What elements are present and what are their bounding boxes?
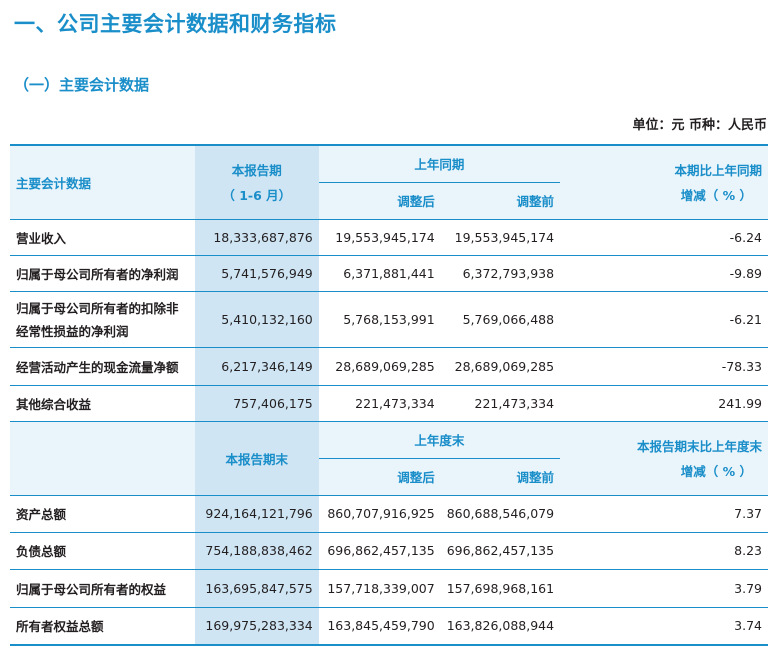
cell-current: 754,188,838,462: [194, 532, 319, 570]
table-row: 经营活动产生的现金流量净额 6,217,346,149 28,689,069,2…: [10, 347, 768, 386]
section-title: 一、公司主要会计数据和财务指标: [14, 12, 337, 36]
row-label-line1: 归属于母公司所有者的扣除非: [16, 301, 179, 316]
row-label: 负债总额: [10, 532, 195, 570]
column-header-current-period: 本报告期 （ 1-6 月）: [194, 144, 319, 220]
cell-adjusted-before: 28,689,069,285: [440, 347, 561, 386]
cell-adjusted-before: 696,862,457,135: [440, 532, 561, 570]
cell-adjusted-after: 696,862,457,135: [318, 532, 441, 570]
cell-adjusted-before: 221,473,334: [440, 385, 561, 422]
column-header-current-line2: （ 1-6 月）: [222, 188, 292, 204]
column-header-item: 主要会计数据: [10, 144, 195, 220]
cell-current: 757,406,175: [194, 385, 319, 422]
column-header-change-line1: 本期比上年同期: [674, 163, 762, 179]
unit-currency-note: 单位：元 币种：人民币: [632, 118, 767, 133]
column-header-adjusted-before-2: 调整前: [440, 458, 561, 496]
cell-change: 241.99: [560, 385, 768, 422]
cell-change: -9.89: [560, 255, 768, 292]
cell-change: 3.74: [560, 607, 768, 646]
cell-adjusted-after: 6,371,881,441: [318, 255, 441, 292]
cell-change: 3.79: [560, 569, 768, 608]
column-header-change-2: 本报告期末比上年度末 增减（ % ）: [560, 421, 768, 496]
cell-current: 5,741,576,949: [194, 255, 319, 292]
table-row: 归属于母公司所有者的净利润 5,741,576,949 6,371,881,44…: [10, 255, 768, 292]
row-label: 归属于母公司所有者的权益: [10, 569, 195, 608]
column-header-period-end: 本报告期末: [194, 421, 319, 496]
cell-current: 169,975,283,334: [194, 607, 319, 646]
row-label: 营业收入: [10, 219, 195, 256]
row-label: 资产总额: [10, 495, 195, 533]
cell-adjusted-before: 860,688,546,079: [440, 495, 561, 533]
cell-adjusted-after: 860,707,916,925: [318, 495, 441, 533]
key-accounting-data-table: 主要会计数据 本报告期 （ 1-6 月） 上年同期 本期比上年同期 增减（ % …: [10, 144, 768, 646]
cell-adjusted-after: 19,553,945,174: [318, 219, 441, 256]
column-header-change2-line1: 本报告期末比上年度末: [636, 439, 762, 454]
header-row-2: 本报告期末 上年度末 本报告期末比上年度末 增减（ % ）: [10, 421, 768, 496]
header-row-2b: 调整后 调整前: [10, 458, 768, 496]
cell-current: 5,410,132,160: [194, 291, 319, 348]
cell-current: 163,695,847,575: [194, 569, 319, 608]
column-header-adjusted-before: 调整前: [440, 182, 561, 220]
row-label: 归属于母公司所有者的净利润: [10, 255, 195, 292]
cell-adjusted-after: 221,473,334: [318, 385, 441, 422]
cell-adjusted-before: 163,826,088,944: [440, 607, 561, 646]
column-header-change2-line2: 增减（ % ）: [680, 464, 752, 479]
row-label: 其他综合收益: [10, 385, 195, 422]
cell-change: 8.23: [560, 532, 768, 570]
cell-change: -78.33: [560, 347, 768, 386]
cell-change: -6.21: [560, 291, 768, 348]
row-label-line2: 经常性损益的净利润: [16, 324, 129, 339]
column-header-change-line2: 增减（ % ）: [680, 188, 752, 204]
table-row: 负债总额 754,188,838,462 696,862,457,135 696…: [10, 532, 768, 570]
cell-adjusted-after: 5,768,153,991: [318, 291, 441, 348]
column-header-prior-year-end: 上年度末: [318, 421, 561, 459]
cell-adjusted-before: 19,553,945,174: [440, 219, 561, 256]
column-header-change: 本期比上年同期 增减（ % ）: [560, 144, 768, 220]
cell-adjusted-before: 157,698,968,161: [440, 569, 561, 608]
table-row: 营业收入 18,333,687,876 19,553,945,174 19,55…: [10, 219, 768, 256]
column-header-adjusted-after: 调整后: [318, 182, 441, 220]
table-row: 归属于母公司所有者的权益 163,695,847,575 157,718,339…: [10, 569, 768, 608]
row-label: 经营活动产生的现金流量净额: [10, 347, 195, 386]
cell-adjusted-after: 163,845,459,790: [318, 607, 441, 646]
cell-adjusted-after: 28,689,069,285: [318, 347, 441, 386]
cell-change: -6.24: [560, 219, 768, 256]
header-row-1b: 调整后 调整前: [10, 182, 768, 220]
column-header-item-blank: [10, 421, 195, 496]
header-row-1: 主要会计数据 本报告期 （ 1-6 月） 上年同期 本期比上年同期 增减（ % …: [10, 144, 768, 220]
table-row: 归属于母公司所有者的扣除非 经常性损益的净利润 5,410,132,160 5,…: [10, 291, 768, 348]
table-row: 所有者权益总额 169,975,283,334 163,845,459,790 …: [10, 607, 768, 646]
cell-adjusted-after: 157,718,339,007: [318, 569, 441, 608]
table-row: 资产总额 924,164,121,796 860,707,916,925 860…: [10, 495, 768, 533]
cell-current: 6,217,346,149: [194, 347, 319, 386]
subsection-title: （一）主要会计数据: [14, 76, 150, 94]
row-label: 归属于母公司所有者的扣除非 经常性损益的净利润: [10, 291, 195, 348]
cell-current: 924,164,121,796: [194, 495, 319, 533]
column-header-current-line1: 本报告期: [231, 163, 282, 179]
column-header-adjusted-after-2: 调整后: [318, 458, 441, 496]
cell-adjusted-before: 6,372,793,938: [440, 255, 561, 292]
cell-current: 18,333,687,876: [194, 219, 319, 256]
row-label: 所有者权益总额: [10, 607, 195, 646]
table-row: 其他综合收益 757,406,175 221,473,334 221,473,3…: [10, 385, 768, 422]
cell-adjusted-before: 5,769,066,488: [440, 291, 561, 348]
column-header-prior-period: 上年同期: [318, 144, 561, 183]
cell-change: 7.37: [560, 495, 768, 533]
